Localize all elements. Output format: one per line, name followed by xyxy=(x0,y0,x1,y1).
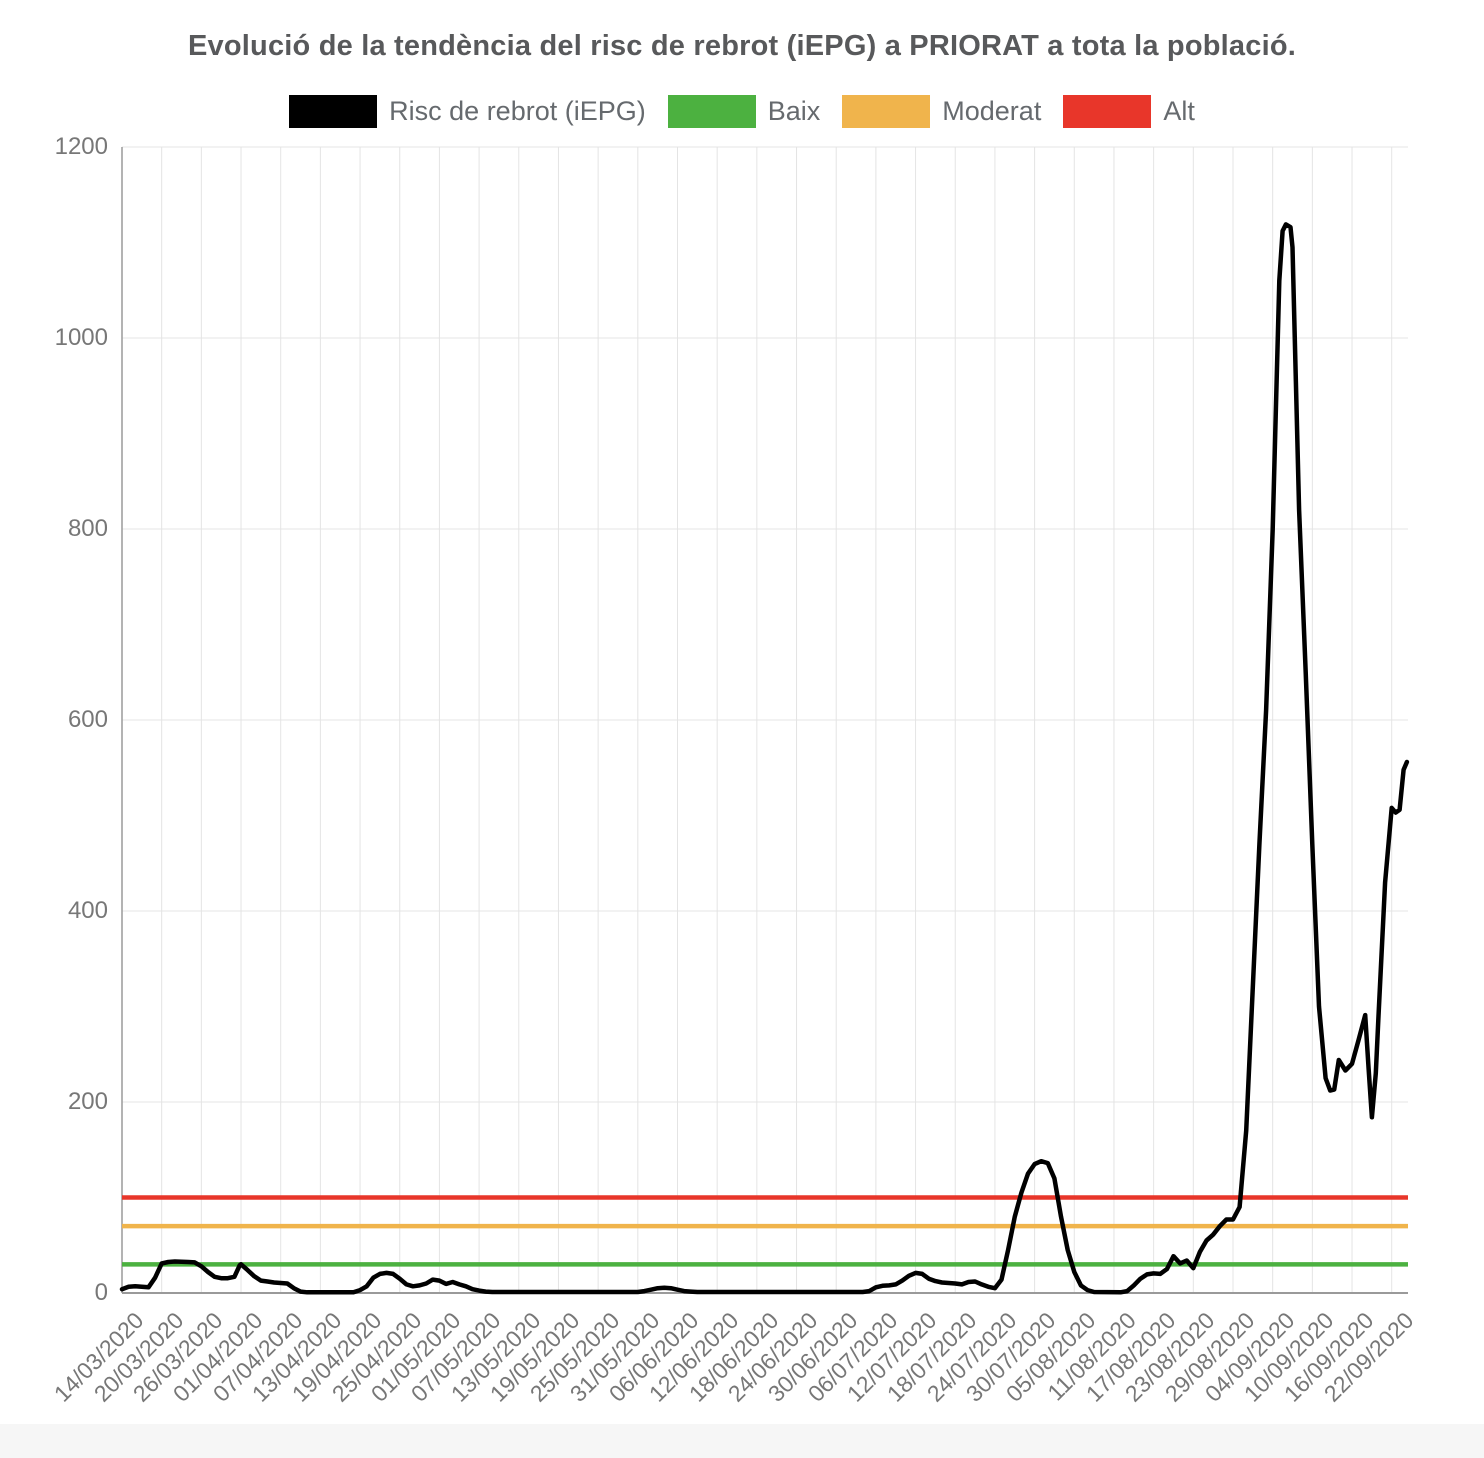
y-tick-label: 1000 xyxy=(54,324,108,351)
page-background-strip xyxy=(0,1424,1484,1458)
legend-label: Baix xyxy=(767,96,821,126)
chart-legend: Risc de rebrot (iEPG) Baix Moderat Alt xyxy=(0,95,1484,128)
legend-label: Alt xyxy=(1163,96,1195,126)
legend-label: Risc de rebrot (iEPG) xyxy=(389,96,646,126)
legend-item-alt[interactable]: Alt xyxy=(1063,95,1195,128)
legend-swatch xyxy=(667,95,756,128)
y-tick-label: 0 xyxy=(94,1279,108,1306)
y-tick-label: 200 xyxy=(67,1088,108,1115)
legend-item-moderat[interactable]: Moderat xyxy=(842,95,1041,128)
legend-label: Moderat xyxy=(942,96,1042,126)
legend-swatch xyxy=(289,95,378,128)
legend-swatch xyxy=(1063,95,1152,128)
y-tick-label: 400 xyxy=(67,897,108,924)
data-line-iepg xyxy=(119,222,1410,1295)
legend-swatch xyxy=(842,95,931,128)
y-tick-label: 1200 xyxy=(54,133,108,160)
y-tick-label: 800 xyxy=(67,515,108,542)
legend-item-baix[interactable]: Baix xyxy=(667,95,821,128)
chart-title: Evolució de la tendència del risc de reb… xyxy=(187,30,1297,62)
y-tick-label: 600 xyxy=(67,706,108,733)
legend-item-risc-de-rebrot-iepg-[interactable]: Risc de rebrot (iEPG) xyxy=(289,95,646,128)
